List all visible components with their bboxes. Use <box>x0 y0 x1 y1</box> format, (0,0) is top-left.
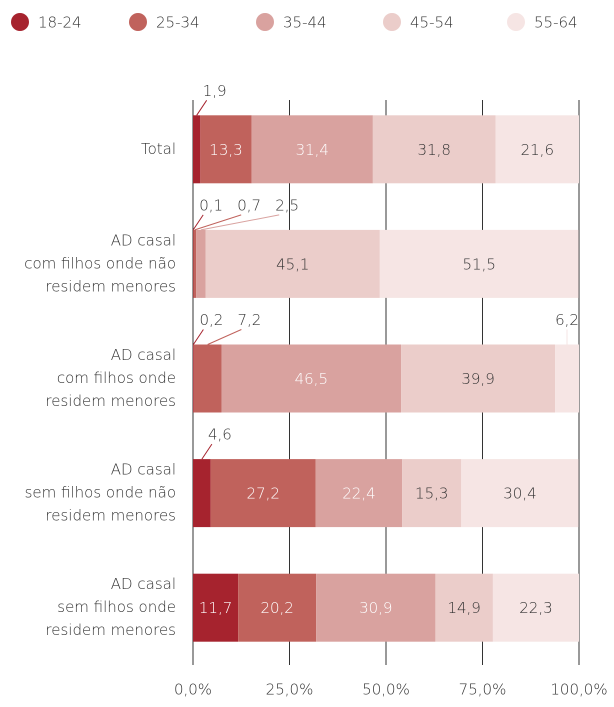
value-label: 51,5 <box>463 255 496 273</box>
bar-segment <box>495 115 579 184</box>
x-tick-label: 100,0% <box>550 681 607 699</box>
y-tick-label: residem menores <box>45 621 176 639</box>
bar-segment <box>555 344 579 413</box>
leader-line <box>200 214 280 231</box>
leader-line <box>207 329 242 345</box>
y-tick-label: AD casal <box>111 346 176 364</box>
legend-swatch <box>11 13 29 31</box>
bar-segment <box>205 229 380 298</box>
bar-segment <box>251 115 373 184</box>
bar-segment <box>461 459 579 528</box>
x-tick-label: 75,0% <box>459 681 507 699</box>
value-label: 13,3 <box>209 141 242 159</box>
value-label: 21,6 <box>521 141 554 159</box>
y-tick-label: com filhos onde não <box>24 254 176 272</box>
legend-swatch <box>383 13 401 31</box>
x-tick-label: 0,0% <box>174 681 212 699</box>
leader-line <box>196 100 208 116</box>
bar-segment <box>210 459 316 528</box>
legend-swatch <box>129 13 147 31</box>
leader-line <box>192 214 204 231</box>
bar-segment <box>193 115 201 184</box>
legend-label: 18-24 <box>38 14 82 32</box>
legend-swatch <box>256 13 274 31</box>
bar-segment <box>401 344 556 413</box>
bar-segment <box>193 573 239 642</box>
legend-label: 35-44 <box>283 14 327 32</box>
y-tick-label: residem menores <box>45 392 176 410</box>
value-label: 7,2 <box>237 311 261 329</box>
legend-label: 45-54 <box>410 14 454 32</box>
bar-segment <box>221 344 402 413</box>
value-label: 0,7 <box>237 196 261 214</box>
y-tick-label: sem filhos onde não <box>25 484 176 502</box>
value-label: 4,6 <box>208 426 232 444</box>
value-label: 2,5 <box>275 196 299 214</box>
y-tick-label: sem filhos onde <box>57 598 176 616</box>
value-label: 45,1 <box>276 255 309 273</box>
bar-segment <box>435 573 493 642</box>
y-tick-label: Total <box>141 140 176 158</box>
y-tick-label: AD casal <box>111 575 176 593</box>
value-label: 46,5 <box>295 370 328 388</box>
y-tick-label: AD casal <box>111 461 176 479</box>
bar-segment <box>193 344 222 413</box>
value-label: 30,9 <box>359 599 392 617</box>
value-label: 0,2 <box>199 311 223 329</box>
y-tick-label: com filhos onde <box>57 369 176 387</box>
legend-swatch <box>507 13 525 31</box>
bar-segment <box>402 459 462 528</box>
value-label: 31,4 <box>296 141 329 159</box>
bar-segment <box>238 573 317 642</box>
bar-segment <box>315 459 403 528</box>
x-tick-label: 25,0% <box>266 681 314 699</box>
value-label: 39,9 <box>461 370 494 388</box>
value-label: 11,7 <box>199 599 232 617</box>
legend-label: 25-34 <box>156 14 200 32</box>
bar-segment <box>316 573 436 642</box>
legend-label: 55-64 <box>534 14 578 32</box>
leader-line <box>192 329 204 345</box>
bar-segment <box>492 573 579 642</box>
leader-line <box>201 443 213 460</box>
y-tick-label: residem menores <box>45 507 176 525</box>
value-label: 1,9 <box>203 82 227 100</box>
value-label: 30,4 <box>503 485 536 503</box>
value-label: 0,1 <box>199 196 223 214</box>
y-tick-label: residem menores <box>45 277 176 295</box>
bar-segment <box>200 115 252 184</box>
value-label: 14,9 <box>447 599 480 617</box>
bar-segment <box>193 459 211 528</box>
bar-segment <box>379 229 579 298</box>
value-label: 27,2 <box>247 485 280 503</box>
value-label: 22,4 <box>342 485 375 503</box>
leader-line <box>194 214 242 231</box>
bar-segment <box>193 229 197 298</box>
x-tick-label: 50,0% <box>362 681 410 699</box>
bar-segment <box>193 344 194 413</box>
value-label: 20,2 <box>260 599 293 617</box>
value-label: 15,3 <box>415 485 448 503</box>
y-tick-label: AD casal <box>111 231 176 249</box>
value-label: 6,2 <box>555 311 579 329</box>
value-label: 31,8 <box>418 141 451 159</box>
value-label: 22,3 <box>519 599 552 617</box>
bar-segment <box>196 229 206 298</box>
bar-segment <box>372 115 496 184</box>
